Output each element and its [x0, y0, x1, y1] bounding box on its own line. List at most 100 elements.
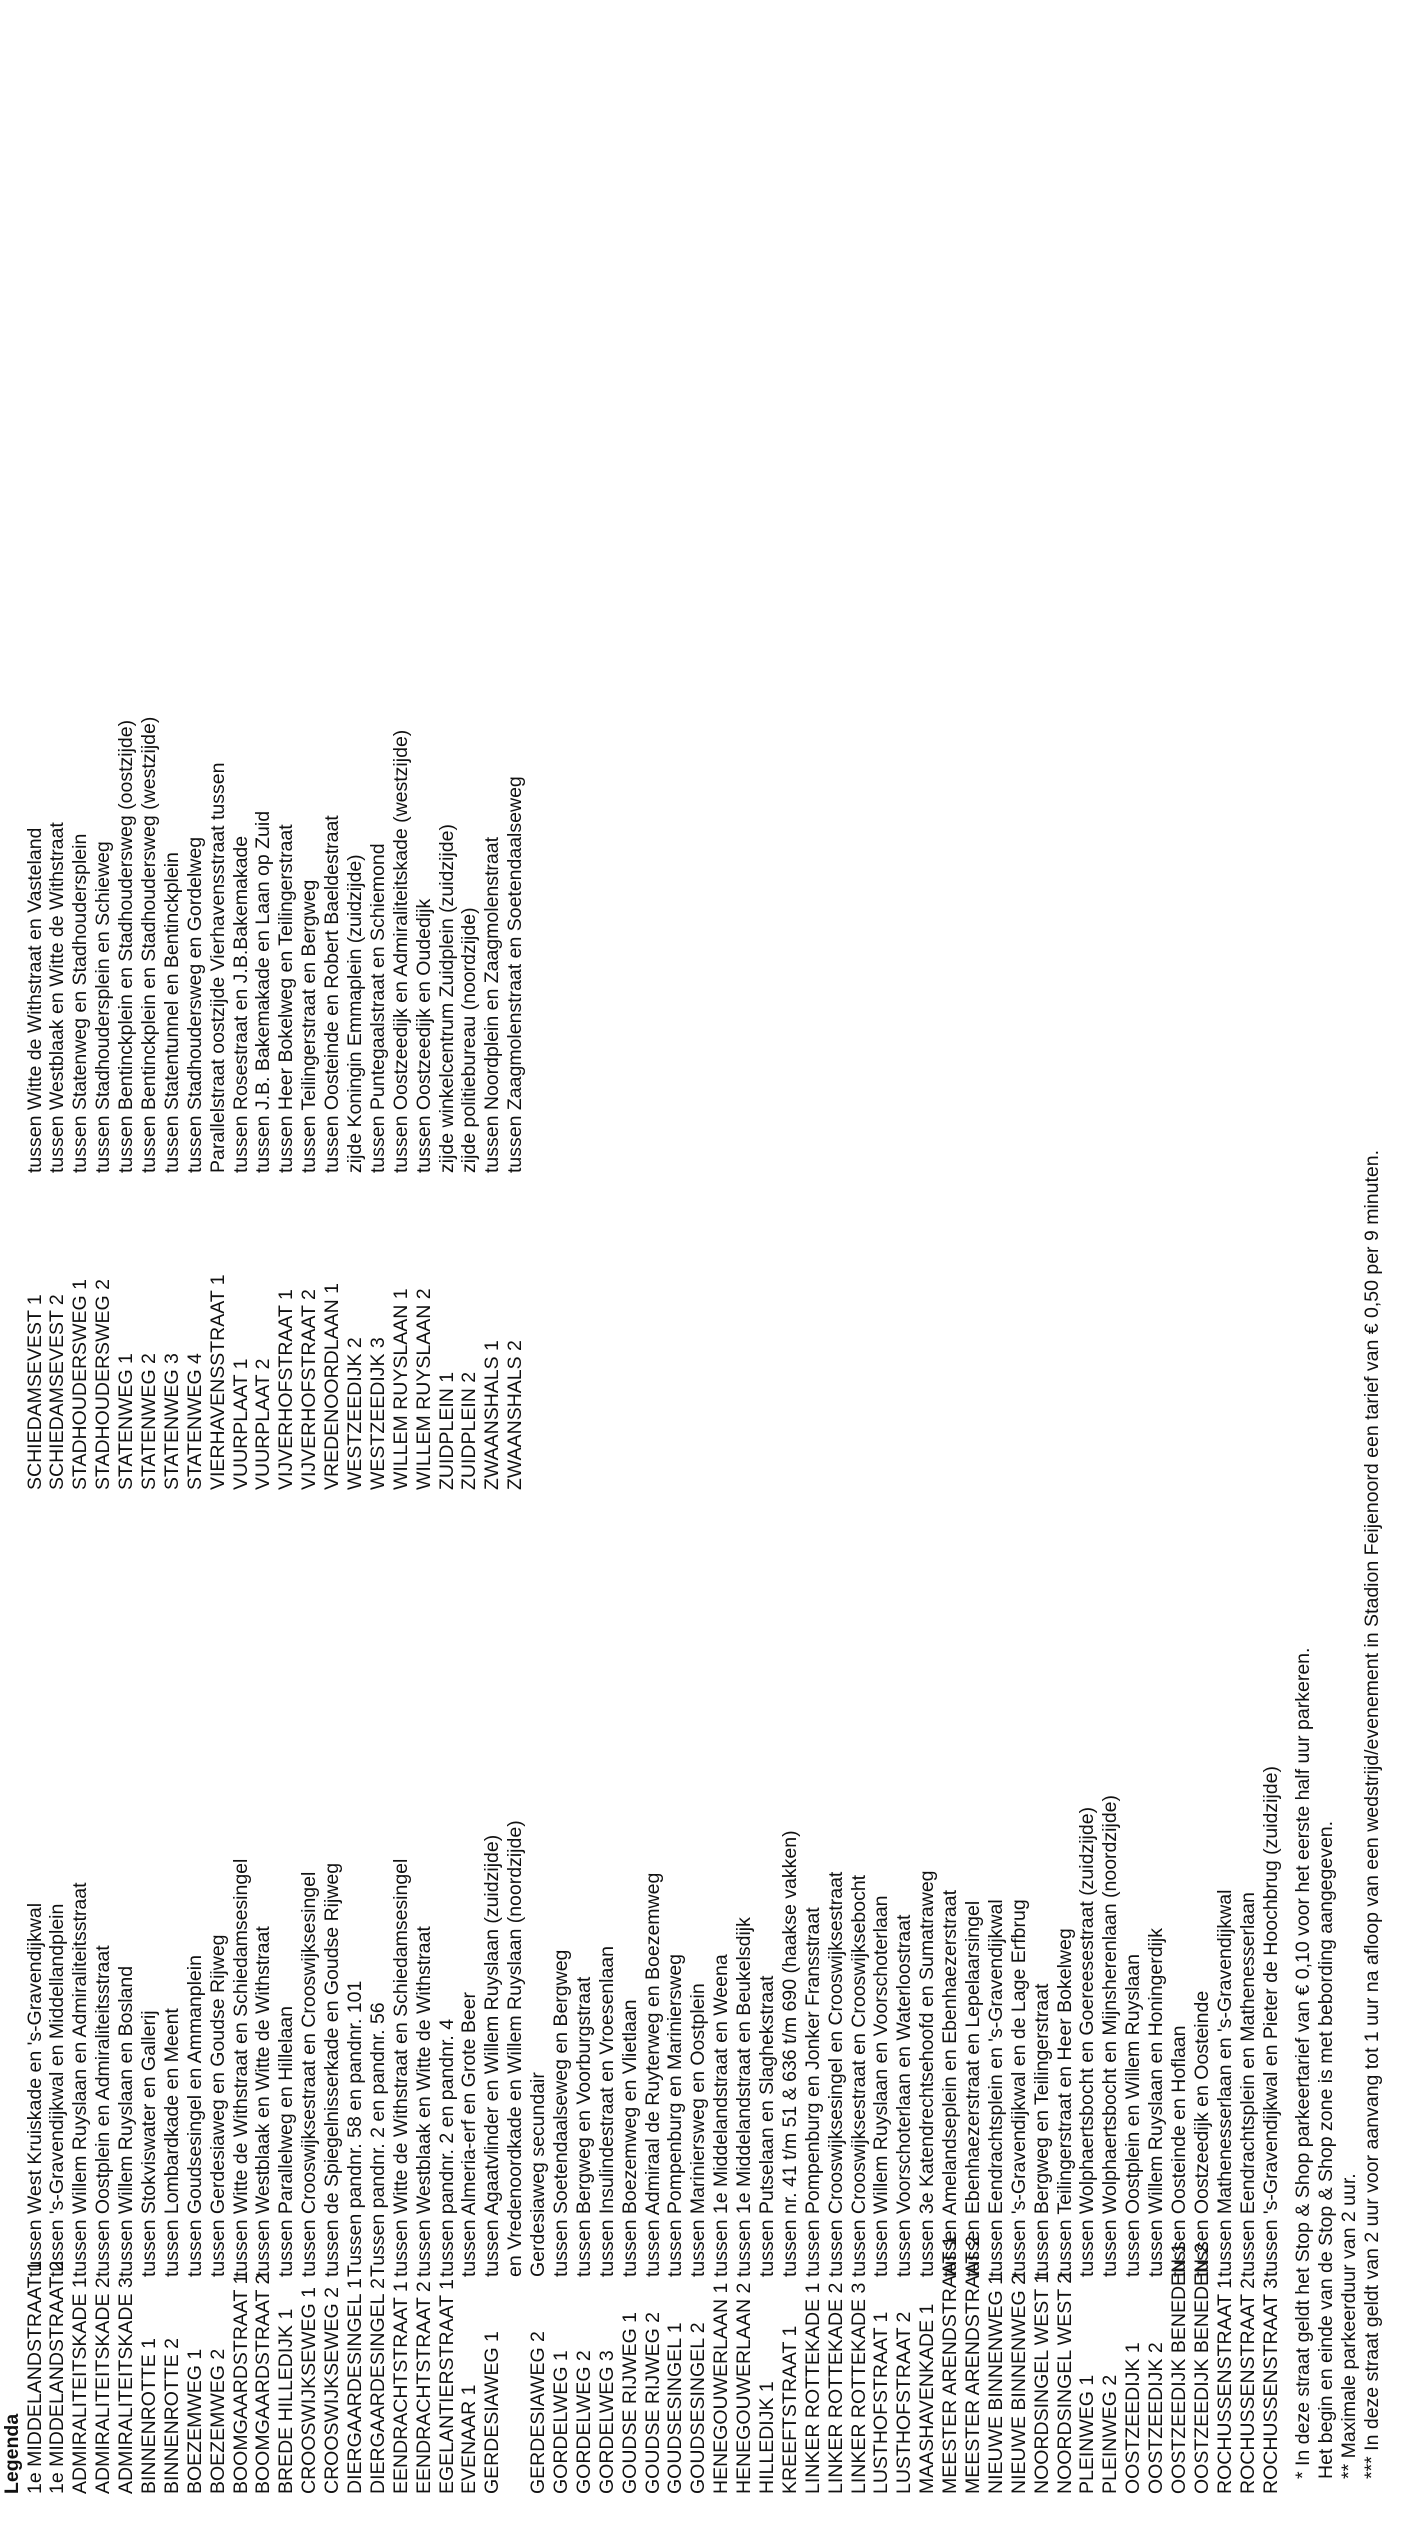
street-segment-description: tussen Soetendaalseweg en Bergweg — [549, 1949, 572, 2277]
street-name: VIERHAVENSSTRAAT 1 — [206, 1274, 229, 1490]
street-name: VIJVERHOFSTRAAT 1 — [275, 1289, 298, 1490]
street-segment-description: tussen Boezemweg en Vlietlaan — [618, 1999, 641, 2277]
street-segment-description: tussen Witte de Withstraat en Vasteland — [23, 827, 46, 1173]
street-segment-description: tussen Oostzeedijk en Admiraliteitskade … — [389, 729, 412, 1173]
street-name: GORDELWEG 3 — [595, 2350, 618, 2494]
street-segment-description: tussen 1e Middelandstraat en Beukelsdijk — [733, 1917, 756, 2277]
street-name: PLEINWEG 2 — [1099, 2374, 1122, 2494]
street-segment-description: tussen Zaagmolenstraat en Soetendaalsewe… — [504, 776, 527, 1173]
street-segment-description: tussen Witte de Withstraat en Schiedamse… — [229, 1858, 252, 2277]
street-segment-description: tussen Witte de Withstraat en Schiedamse… — [389, 1858, 412, 2277]
street-segment-description: tussen Statentunnel en Bentinckplein — [160, 852, 183, 1173]
street-segment-description: tussen Willem Ruyslaan en Admiraliteitss… — [69, 1882, 92, 2278]
footnote-line: ** Maximale parkeerduur van 2 uur. — [1337, 2173, 1360, 2479]
street-segment-description: tussen Westblaak en Witte de Withstraat — [252, 1926, 275, 2277]
street-segment-description: Parallelstraat oostzijde Vierhavensstraa… — [206, 762, 229, 1173]
street-segment-description: tussen Willem Ruyslaan en Bosland — [115, 1965, 138, 2277]
street-segment-description: tussen Lombardkade en Meent — [160, 2008, 183, 2277]
street-segment-description: tussen 's-Gravendijkwal en Middellandple… — [46, 1903, 69, 2277]
street-name: ROCHUSSENSTRAAT 1 — [1213, 2278, 1236, 2494]
street-segment-description: tussen Gerdesiaweg en Goudse Rijweg — [206, 1934, 229, 2277]
street-name: LINKER ROTTEKADE 1 — [801, 2282, 824, 2494]
street-segment-description: tussen 1e Middelandstraat en Weena — [710, 1954, 733, 2277]
street-segment-description: tussen Heer Bokelweg en Teilingerstraat — [275, 824, 298, 1173]
street-segment-description: tussen Putselaan en Slaghekstraat — [756, 1975, 778, 2277]
street-name: LINKER ROTTEKADE 3 — [847, 2282, 870, 2494]
street-segment-description: tussen Parallelweg en Hillelaan — [275, 2006, 298, 2277]
footnote-line: * In deze straat geldt het Stop & Shop p… — [1292, 1647, 1314, 2479]
street-name: NIEUWE BINNENWEG 1 — [984, 2274, 1007, 2494]
street-segment-description: tussen Admiraal de Ruyterweg en Boezemwe… — [641, 1872, 664, 2277]
street-segment-description: tussen Stadhoudersweg en Gordelweg — [183, 836, 206, 1173]
street-name: WESTZEEDIJK 3 — [366, 1337, 389, 1490]
street-segment-description: tussen Noordplein en Zaagmolenstraat — [481, 836, 504, 1173]
street-segment-description: tussen Westblaak en Witte de Withstraat — [46, 822, 69, 1173]
street-name: WILLEM RUYSLAAN 1 — [389, 1288, 412, 1490]
street-segment-description: tussen 3e Katendrechtsehoofd en Sumatraw… — [916, 1870, 939, 2277]
street-name: GERDESIAWEG 1 — [481, 2331, 504, 2494]
street-segment-description: tussen Stadhoudersplein en Schieweg — [92, 841, 115, 1173]
street-name: VUURPLAAT 1 — [229, 1358, 252, 1491]
street-segment-description: tussen Westblaak en Witte de Withstraat — [412, 1926, 435, 2277]
street-name: NOORDSINGEL WEST 1 — [1030, 2272, 1053, 2494]
street-name: EENDRACHTSTRAAT 2 — [412, 2281, 435, 2494]
street-name: SCHIEDAMSEVEST 1 — [23, 1294, 46, 1490]
street-segment-description: tussen Bentinckplein en Stadhoudersweg (… — [137, 716, 160, 1173]
street-name: GOUDSE RIJWEG 2 — [641, 2311, 664, 2494]
street-name: HILLEDIJK 1 — [756, 2381, 778, 2494]
street-segment-description: tussen Mathenesserlaan en 's-Gravendijkw… — [1213, 1889, 1236, 2277]
footnote-line: Het begin en einde van de Stop & Shop zo… — [1314, 1820, 1337, 2479]
street-name: STATENWEG 1 — [115, 1353, 138, 1490]
street-name: BREDE HILLEDIJK 1 — [275, 2308, 298, 2494]
street-name: LUSTHOFSTRAAT 2 — [893, 2311, 916, 2494]
street-name: CROOSWIJKSEWEG 2 — [321, 2287, 344, 2494]
street-name: PLEINWEG 1 — [1076, 2374, 1099, 2494]
street-name: BOEZEMWEG 1 — [183, 2348, 206, 2494]
street-segment-description: tussen Voorschoterlaan en Waterloostraat — [893, 1914, 916, 2277]
street-segment-description: tussen de Spiegelnisserkade en Goudse Ri… — [321, 1862, 344, 2277]
street-name: BOOMGAARDSTRAAT 2 — [252, 2273, 275, 2494]
street-name: HENEGOUWERLAAN 2 — [733, 2282, 756, 2494]
street-name: OOSTZEEDIJK 1 — [1122, 2342, 1145, 2494]
street-name: VUURPLAAT 2 — [252, 1358, 275, 1491]
street-name: STADHOUDERSWEG 1 — [69, 1279, 92, 1490]
street-segment-description: tussen Oosteinde en Hoflaan — [1168, 2025, 1191, 2277]
street-segment-description: Gerdesiaweg secundair — [527, 2072, 550, 2277]
street-name: EVENAAR 1 — [458, 2384, 481, 2494]
street-name: BOOMGAARDSTRAAT 1 — [229, 2273, 252, 2494]
street-segment-description: tussen Willem Ruyslaan en Voorschoterlaa… — [870, 1895, 893, 2277]
street-name: GORDELWEG 2 — [572, 2350, 595, 2494]
street-name: WILLEM RUYSLAAN 2 — [412, 1288, 435, 1490]
footnotes: * In deze straat geldt het Stop & Shop p… — [1292, 1150, 1384, 2479]
street-name: STATENWEG 2 — [137, 1353, 160, 1490]
street-segment-description: tussen Crooswijksestraat en Crooswijkseb… — [847, 1874, 870, 2277]
street-segment-description: en Vredenoordkade en Willem Ruyslaan (no… — [504, 1820, 527, 2277]
street-segment-description: tussen Goudsesingel en Ammanplein — [183, 1955, 206, 2277]
street-segment-description: tussen Oostplein en Willem Ruyslaan — [1122, 1954, 1145, 2277]
street-name: ZWAANSHALS 1 — [481, 1340, 504, 1490]
street-segment-description: tussen Bentinckplein en Stadhoudersweg (… — [115, 719, 138, 1173]
street-segment-description: tussen Wolphaertsbocht en Mijnsherenlaan… — [1099, 1795, 1122, 2277]
street-segment-description: tussen Mariniersweg en Oostplein — [687, 1983, 710, 2277]
street-name: VIJVERHOFSTRAAT 2 — [298, 1289, 321, 1490]
street-name: BINNENROTTE 2 — [160, 2337, 183, 2494]
street-segment-description: zijde politiebureau (noordzijde) — [458, 907, 481, 1173]
street-segment-description: tussen J.B. Bakemakade en Laan op Zuid — [252, 810, 275, 1173]
footnote-line: *** In deze straat geldt van 2 uur voor … — [1360, 1149, 1383, 2479]
street-name: LUSTHOFSTRAAT 1 — [870, 2311, 893, 2494]
street-segment-description: tussen Oostzeedijk en Oosteinde — [1190, 1990, 1213, 2277]
street-segment-description: tussen Wolphaertsbocht en Goereesestraat… — [1076, 1806, 1099, 2277]
street-name: 1e MIDDELANDSTRAAT 2 — [46, 2260, 69, 2494]
street-segment-description: Tussen pandnr. 2 en pandnr. 56 — [366, 2002, 389, 2277]
street-segment-description: tussen pandnr. 2 en pandnr. 4 — [435, 2018, 458, 2277]
street-segment-description: tussen Bergweg en Voorburgstraat — [572, 1976, 595, 2277]
street-name: HENEGOUWERLAAN 1 — [710, 2282, 733, 2494]
street-segment-description: tussen West Kruiskade en 's-Gravendijkwa… — [23, 1902, 46, 2277]
street-name: NOORDSINGEL WEST 2 — [1053, 2272, 1076, 2494]
street-name: WESTZEEDIJK 2 — [343, 1337, 366, 1490]
street-segment-description: tussen Eendrachtsplein en Mathenesserlaa… — [1236, 1892, 1259, 2277]
street-segment-description: Tussen pandnr. 58 en pandnr. 101 — [343, 1980, 366, 2277]
street-name: GORDELWEG 1 — [549, 2350, 572, 2494]
street-segment-description: tussen Pompenburg en Mariniersweg — [664, 1953, 687, 2277]
